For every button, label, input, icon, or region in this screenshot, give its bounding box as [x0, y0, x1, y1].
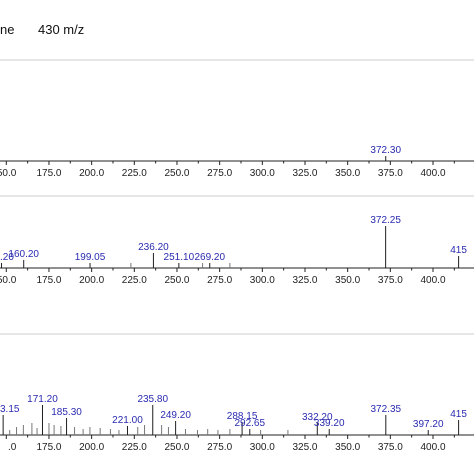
panel-middle-tick-label: 50.0	[0, 275, 17, 286]
panel-bottom-tick-label: 325.0	[292, 442, 317, 453]
panel-bottom-peak-label: 249.20	[160, 410, 191, 421]
panel-middle-peak-label: 199.05	[75, 252, 106, 263]
panel-bottom-tick-label: 300.0	[250, 442, 275, 453]
panel-bottom-peak-label: 3.15	[0, 404, 20, 415]
panel-top-tick-label: 375.0	[378, 168, 403, 179]
panel-bottom-tick-label: 350.0	[335, 442, 360, 453]
panel-middle-tick-label: 375.0	[378, 275, 403, 286]
panel-top-tick-label: 250.0	[164, 168, 189, 179]
panel-top-tick-label: 275.0	[207, 168, 232, 179]
panel-top-tick-label: 50.0	[0, 168, 17, 179]
panel-top-tick-label: 400.0	[420, 168, 445, 179]
panel-bottom-tick-label: 250.0	[164, 442, 189, 453]
panel-top-peak-label: 372.30	[370, 145, 401, 156]
panel-middle-peak-label: 269.20	[194, 252, 225, 263]
panel-middle-tick-label: 400.0	[420, 275, 445, 286]
panel-top-tick-label: 175.0	[36, 168, 61, 179]
panel-bottom-tick-label: 200.0	[79, 442, 104, 453]
panel-middle-peak-label: 415	[450, 245, 467, 256]
panel-top-tick-label: 200.0	[79, 168, 104, 179]
panel-middle-tick-label: 325.0	[292, 275, 317, 286]
panel-top-tick-label: 350.0	[335, 168, 360, 179]
panel-bottom-tick-label: 400.0	[420, 442, 445, 453]
panel-bottom-tick-label: 375.0	[378, 442, 403, 453]
panel-bottom-peak-label: 288.15	[227, 411, 258, 422]
panel-top-tick-label: 325.0	[292, 168, 317, 179]
panel-middle-peak-label: .20	[0, 252, 14, 263]
panel-middle-tick-label: 300.0	[250, 275, 275, 286]
panel-middle-peak-label: 160.20	[8, 249, 39, 260]
precursor-mass-label: 430 m/z	[38, 22, 85, 37]
panel-middle-tick-label: 350.0	[335, 275, 360, 286]
panel-middle-peak-label: 236.20	[138, 242, 169, 253]
panel-top-tick-label: 300.0	[250, 168, 275, 179]
panel-bottom-tick-label: 225.0	[122, 442, 147, 453]
panel-middle-peak-label: 251.10	[164, 252, 195, 263]
panel-middle-tick-label: 175.0	[36, 275, 61, 286]
panel-top-tick-label: 225.0	[122, 168, 147, 179]
panel-bottom-peak-label: 332.20	[302, 412, 333, 423]
panel-middle-peak-label: 372.25	[370, 215, 401, 226]
panel-middle-tick-label: 275.0	[207, 275, 232, 286]
panel-bottom-peak-label: 235.80	[137, 394, 168, 405]
panel-bottom-peak-label: 397.20	[413, 419, 444, 430]
panel-bottom-peak-label: 372.35	[371, 404, 402, 415]
panel-middle-tick-label: 225.0	[122, 275, 147, 286]
panel-bottom-peak-label: 185.30	[51, 407, 82, 418]
panel-middle-tick-label: 250.0	[164, 275, 189, 286]
panel-bottom-peak-label: 292.65	[234, 418, 265, 429]
compound-name-fragment: ne	[0, 22, 15, 37]
panel-bottom-tick-label: 275.0	[207, 442, 232, 453]
panel-bottom-peak-label: 221.00	[112, 415, 143, 426]
panel-bottom-tick-label: 175.0	[36, 442, 61, 453]
panel-bottom-peak-label: 171.20	[27, 394, 58, 405]
panel-middle-tick-label: 200.0	[79, 275, 104, 286]
panel-bottom-peak-label: 339.20	[314, 418, 345, 429]
panel-bottom-tick-label: .0	[8, 442, 17, 453]
panel-bottom-peak-label: 415	[450, 409, 467, 420]
